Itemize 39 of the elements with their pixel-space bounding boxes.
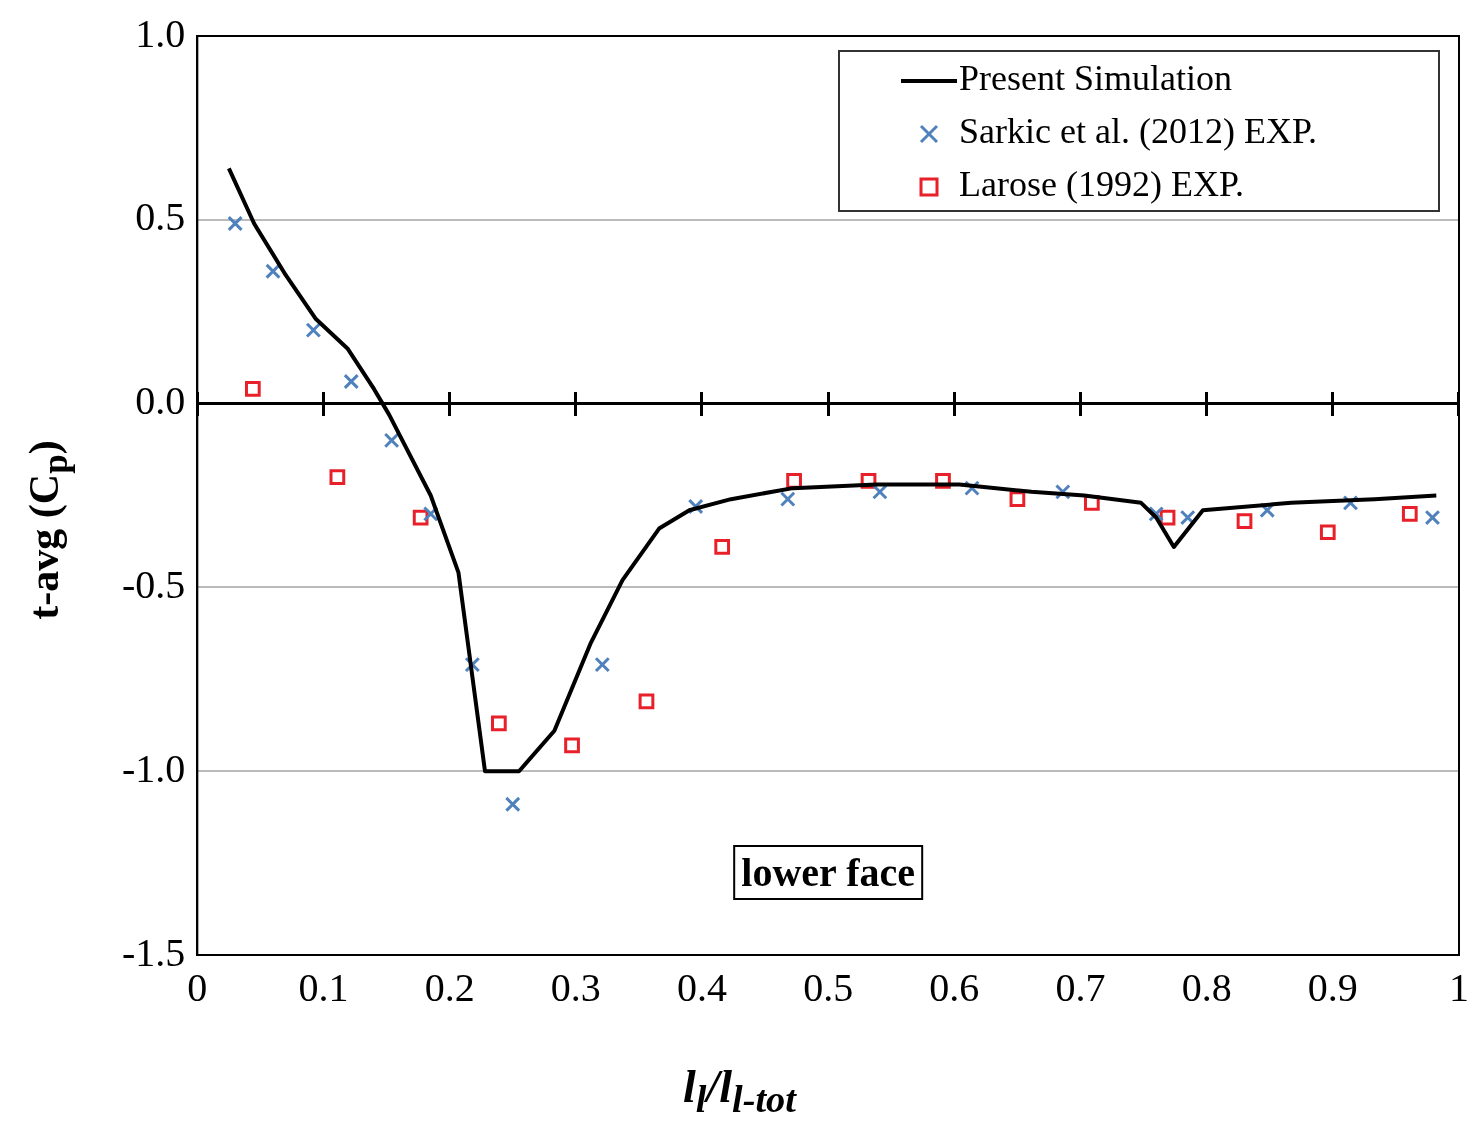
x-tick-label: 0.2 bbox=[424, 964, 475, 1010]
point bbox=[1319, 524, 1336, 541]
legend-label: Sarkic et al. (2012) EXP. bbox=[959, 111, 1317, 152]
point bbox=[305, 322, 322, 338]
x-tick-label: 0.4 bbox=[676, 964, 727, 1010]
x-tick-label: 0.1 bbox=[298, 964, 349, 1010]
x-tick-label: 1 bbox=[1449, 964, 1469, 1010]
y-tick-label: -1.5 bbox=[121, 929, 186, 975]
point bbox=[383, 432, 400, 449]
point bbox=[1424, 509, 1441, 526]
y-tick-label: 1.0 bbox=[135, 10, 186, 56]
x-tick-label: 0.3 bbox=[550, 964, 601, 1010]
annotation: lower face bbox=[733, 845, 923, 900]
x-tick-label: 0.6 bbox=[929, 964, 980, 1010]
x-axis-title: l$_{l}$/l$_{l-tot}$ bbox=[682, 1060, 798, 1122]
x-tick-label: 0.9 bbox=[1307, 964, 1358, 1010]
x-tick-label: 0.7 bbox=[1055, 964, 1106, 1010]
point bbox=[504, 796, 521, 813]
point bbox=[594, 656, 611, 673]
x-tick-label: 0.8 bbox=[1181, 964, 1232, 1010]
point bbox=[329, 469, 346, 485]
legend-label: Present Simulation bbox=[959, 58, 1232, 99]
point bbox=[1236, 513, 1253, 530]
point bbox=[564, 737, 580, 754]
point bbox=[244, 381, 261, 397]
y-tick-label: 0.5 bbox=[135, 194, 186, 240]
point bbox=[779, 491, 796, 508]
point bbox=[227, 215, 244, 232]
x-tick-label: 0.5 bbox=[803, 964, 854, 1010]
y-tick-label: 0.0 bbox=[135, 378, 186, 424]
point bbox=[1401, 506, 1418, 522]
x-tick-label: 0 bbox=[187, 964, 208, 1010]
point bbox=[343, 373, 360, 390]
y-tick-label: -1.0 bbox=[121, 745, 186, 791]
point bbox=[714, 539, 731, 555]
point bbox=[491, 715, 507, 732]
legend-label: Larose (1992) EXP. bbox=[959, 164, 1244, 205]
point bbox=[638, 693, 655, 710]
y-tick-label: -0.5 bbox=[121, 561, 186, 607]
